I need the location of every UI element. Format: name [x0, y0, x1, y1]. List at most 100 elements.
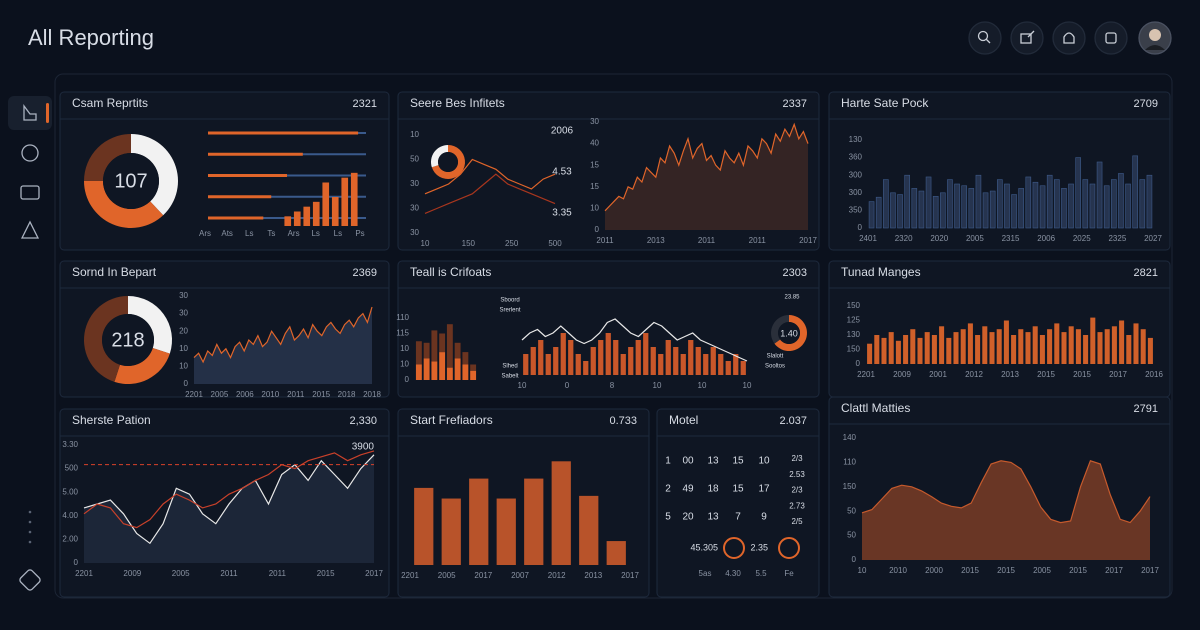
y-tick-label: 10 — [410, 130, 419, 139]
bar — [1126, 335, 1132, 364]
bar — [1133, 323, 1139, 364]
bar — [1090, 317, 1096, 364]
nav-icon[interactable] — [20, 185, 40, 200]
bar — [658, 354, 664, 375]
bar — [718, 354, 724, 375]
panel-value: 2337 — [783, 98, 807, 110]
y-tick-label: 150 — [843, 482, 857, 491]
y-tick-label: 30 — [410, 204, 419, 213]
table-cell: 10 — [758, 456, 770, 467]
nav-icon[interactable] — [19, 569, 42, 592]
y-tick-label: 360 — [849, 153, 863, 162]
settings-button[interactable] — [1094, 21, 1128, 55]
bar — [911, 188, 918, 229]
x-tick-label: 2017 — [1141, 566, 1159, 575]
annotation: 3900 — [352, 441, 375, 452]
bar — [940, 192, 946, 229]
label: Ls — [311, 229, 319, 238]
bar — [932, 196, 939, 229]
table-cell: 5 — [665, 512, 671, 523]
x-tick-label: 2015 — [961, 566, 979, 575]
bar — [575, 354, 581, 375]
ring — [723, 537, 745, 559]
bar — [613, 340, 619, 375]
bar — [414, 487, 434, 565]
x-tick-label: 2010 — [261, 390, 279, 399]
x-tick-label: 10 — [858, 566, 867, 575]
bar — [875, 196, 882, 229]
bar — [350, 172, 358, 226]
bar — [1054, 323, 1060, 364]
panel — [397, 91, 820, 251]
nav-dots — [28, 510, 32, 544]
bar — [583, 361, 589, 375]
bar — [997, 179, 1003, 229]
bar — [1146, 174, 1153, 229]
panel-title: Sherste Pation — [72, 413, 151, 427]
y-tick-label: 0 — [856, 359, 861, 368]
bar — [553, 347, 559, 375]
share-button[interactable] — [1010, 21, 1044, 55]
bar — [208, 152, 303, 156]
bar — [1011, 194, 1017, 229]
label: Sabelt — [501, 374, 518, 380]
nav-icon[interactable] — [21, 144, 39, 162]
bar — [710, 347, 716, 375]
bar — [1068, 326, 1074, 364]
bar — [917, 337, 923, 364]
bar-segment — [431, 361, 438, 380]
table-cell: 7 — [735, 512, 741, 523]
panel-title: Clattl Matties — [841, 401, 910, 415]
x-tick-label: 2025 — [1073, 234, 1091, 243]
x-tick-label: 2016 — [1145, 370, 1163, 379]
x-tick-label: 2015 — [1069, 566, 1087, 575]
bar — [1104, 329, 1110, 364]
donut-segment — [128, 296, 172, 354]
bar — [628, 347, 634, 375]
panel-value: 2,330 — [349, 415, 377, 427]
table-cell: 1 — [665, 456, 671, 467]
search-button[interactable] — [968, 21, 1002, 55]
x-tick-label: 2013 — [1001, 370, 1019, 379]
x-tick-label: 2009 — [893, 370, 911, 379]
donut-center: 107 — [114, 170, 147, 192]
x-tick-label: 10 — [653, 381, 662, 390]
bar — [1118, 173, 1124, 229]
x-tick-label: 2007 — [511, 571, 529, 580]
nav-icon — [23, 104, 37, 121]
x-tick-label: 2201 — [401, 571, 419, 580]
label: 4.53 — [552, 167, 572, 178]
bar — [1061, 332, 1067, 364]
x-tick-label: 8 — [610, 381, 615, 390]
line — [861, 460, 1151, 524]
y-tick-label: 50 — [847, 506, 856, 515]
foot-label: 5.5 — [755, 569, 767, 578]
x-tick-label: 2011 — [269, 569, 287, 578]
y-tick-label: 0 — [852, 555, 857, 564]
y-tick-label: 0 — [184, 379, 189, 388]
donut-segment — [84, 181, 164, 229]
bar — [579, 495, 599, 565]
nav-icon[interactable] — [20, 220, 40, 239]
donut-center: 1.40 — [780, 328, 798, 338]
label: Sooltos — [765, 364, 785, 370]
bar — [982, 192, 989, 229]
donut-hole — [778, 322, 800, 344]
y-tick-label: 50 — [410, 155, 419, 164]
x-tick-label: 2012 — [965, 370, 983, 379]
label: Ts — [267, 229, 275, 238]
bar — [551, 461, 571, 565]
panel-title: Tunad Manges — [841, 265, 921, 279]
x-tick-label: 2005 — [172, 569, 190, 578]
notifications-button[interactable] — [1052, 21, 1086, 55]
bar-segment — [462, 364, 469, 380]
bar — [967, 323, 973, 364]
y-tick-label: 40 — [590, 139, 599, 148]
y-tick-label: 140 — [843, 433, 857, 442]
bar — [284, 216, 292, 226]
donut-segment — [431, 145, 465, 180]
y-tick-label: 30 — [590, 117, 599, 126]
y-tick-label: 10 — [179, 344, 188, 353]
y-tick-label: 30 — [410, 179, 419, 188]
